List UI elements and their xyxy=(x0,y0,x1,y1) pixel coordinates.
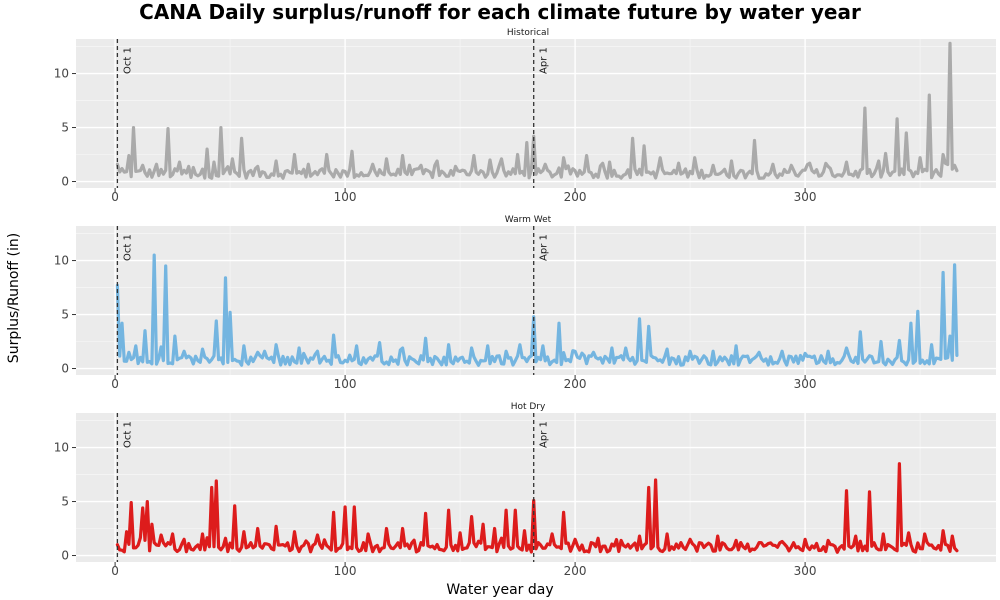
reference-line-label: Apr 1 xyxy=(539,47,550,74)
y-tick-label: 10 xyxy=(54,441,69,455)
x-tick-label: 200 xyxy=(564,377,587,391)
y-tick-label: 0 xyxy=(61,549,69,563)
series-line xyxy=(115,41,959,180)
x-axis-label: Water year day xyxy=(446,582,554,598)
y-tick-label: 5 xyxy=(61,495,69,509)
reference-line-label: Oct 1 xyxy=(122,234,133,261)
facet-label: Hot Dry xyxy=(511,402,546,412)
x-tick-label: 0 xyxy=(111,190,119,204)
x-tick-label: 100 xyxy=(334,564,357,578)
reference-line-label: Oct 1 xyxy=(122,421,133,448)
reference-line-label: Oct 1 xyxy=(122,47,133,74)
x-tick-label: 300 xyxy=(794,564,817,578)
x-tick-label: 100 xyxy=(334,190,357,204)
facet-label: Warm Wet xyxy=(505,215,552,225)
y-tick-label: 0 xyxy=(61,362,69,376)
x-tick-label: 300 xyxy=(794,190,817,204)
x-tick-label: 0 xyxy=(111,564,119,578)
series-line xyxy=(115,253,959,367)
reference-line-label: Apr 1 xyxy=(539,421,550,448)
x-tick-label: 200 xyxy=(564,190,587,204)
chart-title: CANA Daily surplus/runoff for each clima… xyxy=(139,0,861,24)
x-tick-label: 300 xyxy=(794,377,817,391)
y-tick-label: 5 xyxy=(61,308,69,322)
x-tick-label: 0 xyxy=(111,377,119,391)
facet-label: Historical xyxy=(507,28,549,38)
y-tick-label: 10 xyxy=(54,254,69,268)
reference-line-label: Apr 1 xyxy=(539,234,550,261)
series-line xyxy=(115,462,959,554)
x-tick-label: 100 xyxy=(334,377,357,391)
y-tick-label: 5 xyxy=(61,121,69,135)
x-tick-label: 200 xyxy=(564,564,587,578)
y-tick-label: 10 xyxy=(54,67,69,81)
y-tick-label: 0 xyxy=(61,175,69,189)
